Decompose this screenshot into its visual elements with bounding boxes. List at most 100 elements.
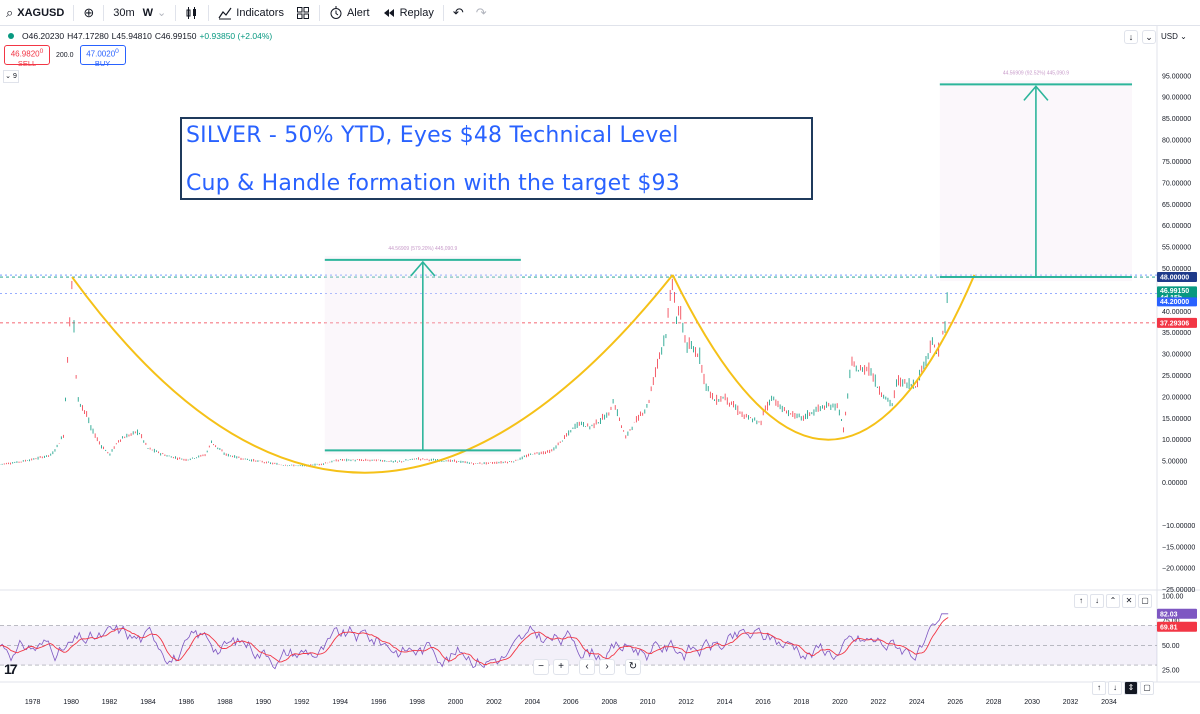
delete-pane-button[interactable]: ✕ — [1122, 594, 1136, 608]
last-price-tag-bg — [1157, 286, 1197, 296]
templates-icon — [296, 6, 309, 19]
ohlc-open: O46.20230 — [22, 31, 65, 41]
spread-value: 200.0 — [56, 51, 74, 59]
time-axis[interactable]: 1978 1980 1982 1984 1986 1988 1990 1992 1994 1996… — [25, 699, 1117, 706]
reset-icon: ↻ — [628, 661, 638, 672]
sell-price-suffix: 0 — [39, 48, 44, 55]
minimize-icon: ⌃ — [1109, 596, 1117, 605]
rsi-tick-label: 50.00 — [1162, 643, 1180, 650]
currency-label: USD — [1161, 32, 1178, 41]
indicators-button[interactable]: Indicators — [212, 0, 290, 26]
scroll-left-button[interactable]: ‹ — [579, 659, 595, 675]
scroll-down-button[interactable]: ↓ — [1124, 30, 1138, 44]
chart-navigation: − + ‹ › ↻ — [533, 659, 641, 675]
price-tick-label: 15.00000 — [1162, 416, 1191, 423]
price-tick-label: 95.00000 — [1162, 73, 1191, 80]
resistance-price-tag-bg — [1157, 272, 1197, 283]
time-tick-label: 1996 — [371, 699, 387, 706]
divider — [442, 4, 444, 21]
sell-button[interactable]: 46.98200 SELL — [4, 45, 50, 68]
measure-arrow-head[interactable] — [410, 260, 436, 277]
ohlc-legend: O46.20230 H47.17280 L45.94810 C46.99150 … — [8, 31, 272, 41]
title-annotation[interactable]: SILVER - 50% YTD, Eyes $48 Technical Lev… — [180, 117, 813, 200]
chart-type-button[interactable] — [179, 0, 205, 26]
time-tick-label: 1998 — [409, 699, 425, 706]
price-tick-label: 10.00000 — [1162, 437, 1191, 444]
zoom-out-button[interactable]: − — [533, 659, 549, 675]
scroll-down-button[interactable]: ↓ — [1108, 681, 1122, 695]
divider — [103, 4, 105, 21]
interval-selector[interactable]: 30m W ⌄ — [107, 0, 172, 26]
price-axis[interactable]: 95.00000 90.00000 85.00000 80.00000 75.00000… — [1162, 73, 1195, 594]
price-tick-label: 85.00000 — [1162, 116, 1191, 123]
rsi-value-tag-bg — [1157, 608, 1197, 619]
support-price-tag: 37.29306 — [1160, 320, 1189, 327]
undo-button[interactable]: ↶ — [447, 0, 470, 26]
time-tick-label: 2014 — [717, 699, 733, 706]
maximize-button[interactable]: ⌄ — [1142, 30, 1156, 44]
measure-label: 44.56909 (579.20%) 445,090.9 — [388, 246, 457, 252]
move-pane-down-button[interactable]: ↓ — [1090, 594, 1104, 608]
resistance-price-tag: 48.00000 — [1160, 275, 1189, 282]
cup-curve — [671, 274, 976, 441]
measure-label: 44.56909 (92.52%) 445,090.9 — [1003, 70, 1069, 76]
rsi-ma-value-tag: 69.81 — [1160, 624, 1178, 631]
cup-curves — [71, 274, 976, 474]
time-tick-label: 2018 — [794, 699, 810, 706]
maximize-pane-button[interactable]: ▢ — [1140, 681, 1154, 695]
redo-button[interactable]: ↷ — [470, 0, 493, 26]
price-tick-label: 20.00000 — [1162, 394, 1191, 401]
search-icon: ⌕ — [6, 5, 14, 20]
add-symbol-icon: ⊕ — [83, 5, 95, 20]
compare-button[interactable]: ⊕ — [77, 0, 100, 26]
time-tick-label: 2010 — [640, 699, 656, 706]
divider — [208, 4, 210, 21]
replay-button[interactable]: Replay — [376, 0, 440, 26]
price-chart[interactable]: 44.56909 (579.20%) 445,090.9 44.56909 (92… — [0, 26, 1200, 714]
annotation-line-2: Cup & Handle formation with the target $… — [186, 171, 680, 196]
maximize-pane-button[interactable]: ▢ — [1138, 594, 1152, 608]
scroll-right-button[interactable]: › — [599, 659, 615, 675]
price-tick-label: −10.00000 — [1162, 523, 1195, 530]
chevron-left-icon: ‹ — [585, 661, 589, 672]
scroll-up-button[interactable]: ↑ — [1092, 681, 1106, 695]
cup-curve — [71, 274, 674, 474]
currency-selector[interactable]: USD ⌄ — [1161, 32, 1187, 41]
time-tick-label: 2028 — [986, 699, 1002, 706]
measure-tools[interactable]: 44.56909 (579.20%) 445,090.9 44.56909 (92… — [324, 70, 1133, 452]
time-tick-label: 2008 — [601, 699, 617, 706]
price-tick-label: −20.00000 — [1162, 566, 1195, 573]
buy-button[interactable]: 47.00200 BUY — [79, 45, 126, 68]
toggle-pane-button[interactable]: ⇕ — [1124, 681, 1138, 695]
sell-price: 46.9820 — [10, 49, 40, 59]
candles-icon — [186, 6, 197, 19]
time-tick-label: 2006 — [563, 699, 579, 706]
ohlc-low: L45.94810 — [111, 31, 152, 41]
symbol-search[interactable]: ⌕ XAGUSD — [0, 0, 70, 26]
time-tick-label: 2012 — [678, 699, 694, 706]
market-status-icon — [8, 33, 14, 39]
measure-arrow-head[interactable] — [1023, 85, 1049, 101]
move-pane-up-button[interactable]: ↑ — [1074, 594, 1088, 608]
collapse-pane-button[interactable]: ⌃ — [1106, 594, 1120, 608]
alert-button[interactable]: Alert — [323, 0, 376, 26]
interval-label: 30m — [113, 6, 135, 19]
rsi-pane-controls: ↑ ↓ ⌃ ✕ ▢ — [1074, 594, 1152, 608]
rsi-axis[interactable]: 100.00 75.00 50.00 25.00 — [1162, 594, 1184, 675]
legend-collapse-button[interactable]: ⌄ 9 — [3, 70, 19, 83]
price-tick-label: 35.00000 — [1162, 330, 1191, 337]
templates-button[interactable] — [290, 0, 316, 26]
chevron-right-icon: › — [605, 661, 609, 672]
price-tick-label: 30.00000 — [1162, 352, 1191, 359]
time-tick-label: 1990 — [256, 699, 272, 706]
price-tick-label: −15.00000 — [1162, 544, 1195, 551]
reset-chart-button[interactable]: ↻ — [625, 659, 641, 675]
timeframe-label: W — [142, 6, 154, 19]
indicator-count: 9 — [12, 73, 17, 80]
rsi-line — [0, 613, 949, 670]
alert-label: Alert — [346, 6, 370, 19]
zoom-in-button[interactable]: + — [553, 659, 569, 675]
price-tick-label: 25.00000 — [1162, 373, 1191, 380]
minus-icon: − — [538, 661, 544, 672]
time-tick-label: 1994 — [332, 699, 348, 706]
